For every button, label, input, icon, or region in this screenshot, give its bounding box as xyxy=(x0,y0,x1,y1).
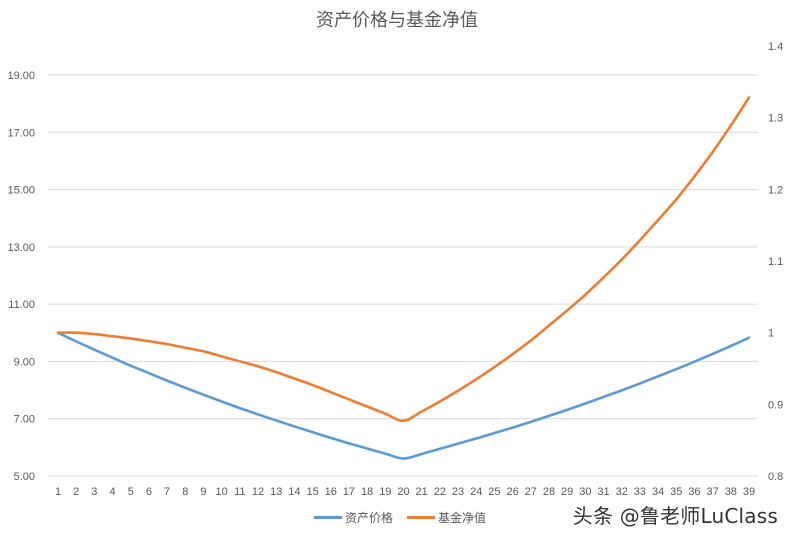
x-axis-tick: 13 xyxy=(270,486,282,498)
x-axis-tick: 10 xyxy=(216,486,228,498)
left-axis-tick: 9.00 xyxy=(14,356,35,368)
left-axis-tick: 11.00 xyxy=(8,299,35,311)
watermark: 头条 @鲁老师LuClass xyxy=(572,504,778,528)
x-axis-tick: 20 xyxy=(397,486,409,498)
x-axis-tick: 27 xyxy=(525,486,537,498)
chart-title: 资产价格与基金净值 xyxy=(316,10,478,31)
x-axis-tick: 1 xyxy=(55,486,61,498)
x-axis-tick: 5 xyxy=(128,486,134,498)
x-axis-tick: 34 xyxy=(652,486,664,498)
right-axis-tick: 1.1 xyxy=(768,256,783,268)
x-axis-tick: 11 xyxy=(234,486,245,498)
asset-price-line xyxy=(56,331,751,460)
x-axis-tick: 37 xyxy=(707,486,719,498)
x-axis-tick: 23 xyxy=(452,486,464,498)
legend-item-fund-nav[interactable]: 基金净值 xyxy=(407,509,486,526)
right-axis-tick: 1.2 xyxy=(768,184,783,196)
x-axis-tick: 16 xyxy=(325,486,337,498)
x-axis-tick: 7 xyxy=(164,486,170,498)
left-axis-tick: 7.00 xyxy=(14,414,35,426)
legend: 资产价格 基金净值 xyxy=(314,509,486,526)
right-axis-tick: 0.8 xyxy=(768,471,783,483)
legend-label: 资产价格 xyxy=(345,511,394,525)
x-axis-tick: 14 xyxy=(288,486,300,498)
x-axis-tick: 19 xyxy=(379,486,391,498)
legend-label: 基金净值 xyxy=(438,511,487,525)
x-axis-tick: 32 xyxy=(616,486,628,498)
x-axis-tick: 4 xyxy=(109,486,115,498)
x-axis-tick: 12 xyxy=(252,486,264,498)
legend-swatch-orange xyxy=(407,516,436,519)
x-axis-tick: 36 xyxy=(688,486,700,498)
x-axis-tick: 25 xyxy=(488,486,500,498)
x-axis-tick: 9 xyxy=(200,486,206,498)
x-axis-tick: 8 xyxy=(182,486,188,498)
x-axis-tick: 30 xyxy=(579,486,591,498)
x-axis-tick: 15 xyxy=(306,486,318,498)
right-axis-tick: 1 xyxy=(768,328,774,340)
right-axis-tick: 0.9 xyxy=(768,399,783,411)
left-axis-tick: 19.00 xyxy=(7,70,35,82)
legend-swatch-blue xyxy=(314,516,342,519)
x-axis-tick: 39 xyxy=(743,486,755,498)
fund-nav-line xyxy=(56,96,751,423)
x-axis-tick: 18 xyxy=(361,486,373,498)
right-axis-tick: 1.4 xyxy=(768,41,783,53)
x-axis-tick: 38 xyxy=(725,486,737,498)
x-axis-tick: 28 xyxy=(543,486,555,498)
left-axis-tick: 13.00 xyxy=(7,242,35,254)
x-axis-tick: 29 xyxy=(561,486,573,498)
left-axis-tick: 17.00 xyxy=(7,127,35,139)
x-axis-tick: 2 xyxy=(73,486,79,498)
left-axis-tick: 15.00 xyxy=(7,185,35,197)
right-axis-tick: 1.3 xyxy=(768,113,783,125)
x-axis-tick: 22 xyxy=(434,486,446,498)
x-axis-tick: 21 xyxy=(416,486,428,498)
x-axis-tick: 6 xyxy=(146,486,152,498)
x-axis-tick: 31 xyxy=(597,486,609,498)
left-axis-tick: 5.00 xyxy=(14,471,35,483)
x-axis-tick: 17 xyxy=(343,486,355,498)
x-axis-tick: 3 xyxy=(91,486,97,498)
x-axis-tick: 35 xyxy=(670,486,682,498)
x-axis-tick: 33 xyxy=(634,486,646,498)
legend-item-asset-price[interactable]: 资产价格 xyxy=(314,509,393,526)
x-axis-tick: 26 xyxy=(506,486,518,498)
x-axis-tick: 24 xyxy=(470,486,482,498)
